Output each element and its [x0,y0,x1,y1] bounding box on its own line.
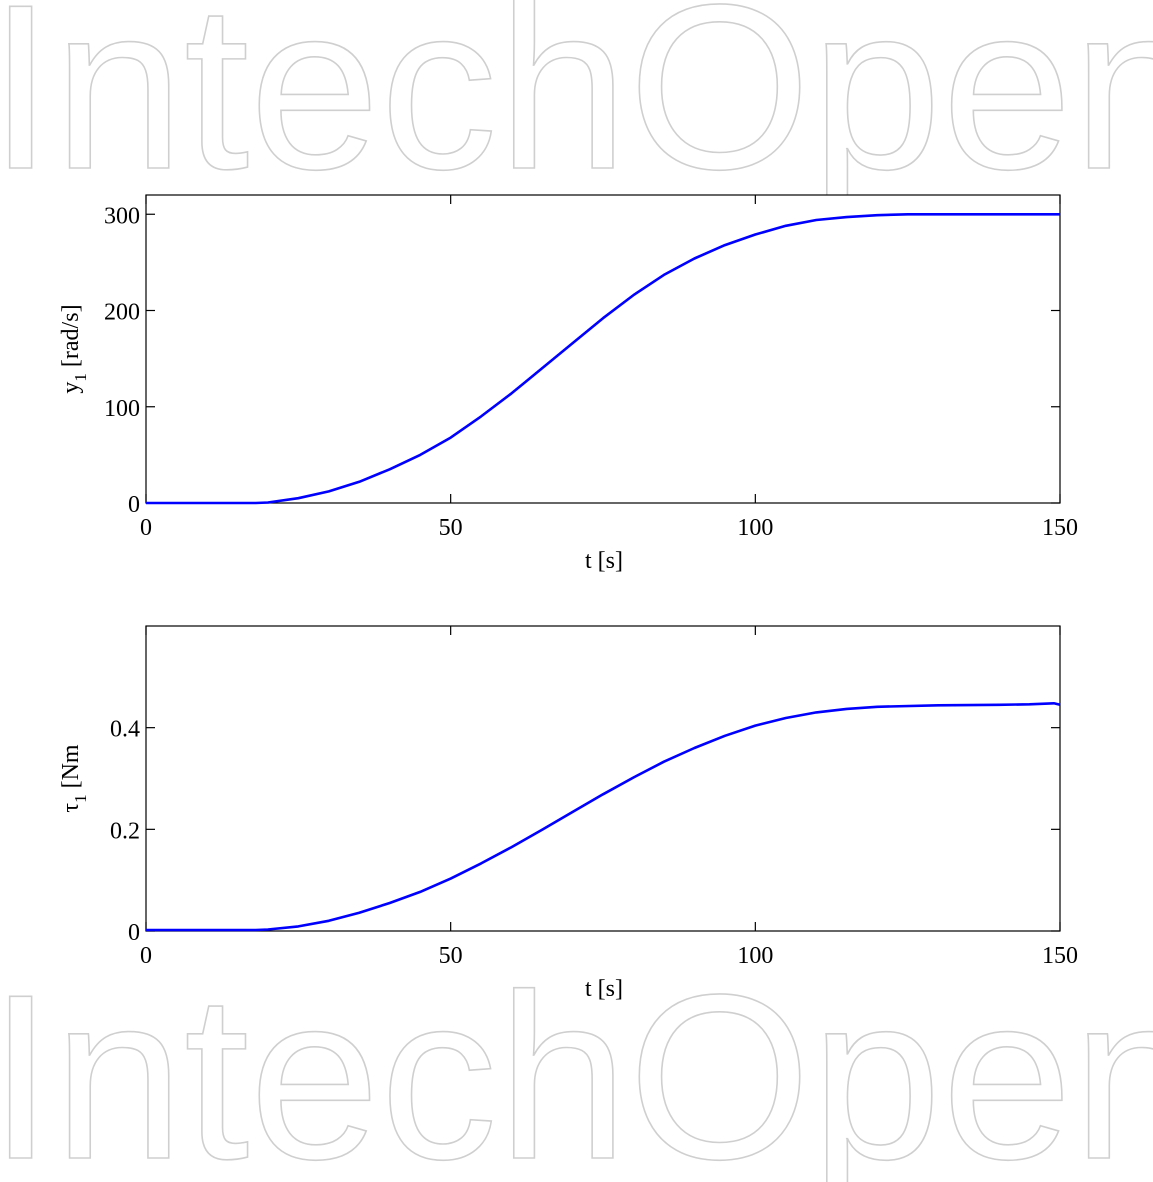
y-tick-label: 0 [128,492,140,518]
plot-angular-velocity: 0 50 100 150 0 100 200 300 t [s] y1 [rad/s] [58,194,1078,574]
y-tick-label: 100 [104,396,140,422]
x-axis-label: t [s] [585,548,623,574]
x-tick-label: 100 [737,943,773,969]
y-ticks: 0 0.2 0.4 [110,717,1060,946]
y-tick-label: 0.4 [110,717,140,743]
series-line [146,701,1061,932]
plot-frame [145,194,1061,504]
x-ticks: 0 50 100 150 [140,195,1078,541]
x-tick-label: 0 [140,943,152,969]
y-axis-symbol: y [58,382,84,394]
y-axis-unit: [rad/s] [58,304,84,373]
y-tick-label: 0.2 [110,818,140,844]
y-axis-subscript: 1 [71,794,90,803]
y-ticks: 0 100 200 300 [104,203,1060,518]
x-tick-label: 150 [1042,515,1078,541]
y-axis-subscript: 1 [71,373,90,382]
series-lines [146,701,1061,932]
x-ticks: 0 50 100 150 [140,626,1078,969]
y-axis-label: y1 [rad/s] [58,304,90,393]
x-tick-label: 0 [140,515,152,541]
y-tick-label: 0 [128,920,140,946]
y-axis-label: τ1 [Nm [58,744,90,812]
y-axis-symbol: τ [58,803,84,813]
x-tick-label: 100 [737,515,773,541]
series-line [146,213,1060,505]
x-tick-label: 50 [439,943,463,969]
y-tick-label: 200 [104,300,140,326]
x-tick-label: 50 [439,515,463,541]
series-lines [146,213,1060,505]
y-axis-unit: [Nm [58,744,84,794]
watermark-top: IntechOpen [0,0,1153,218]
watermark-bottom: IntechOpen [0,945,1153,1182]
plot-torque: 0 50 100 150 0 0.2 0.4 t [s] τ1 [Nm [58,625,1078,1002]
x-axis-label: t [s] [585,976,623,1002]
x-tick-label: 150 [1042,943,1078,969]
y-tick-label: 300 [104,203,140,229]
plot-frame [145,625,1061,932]
